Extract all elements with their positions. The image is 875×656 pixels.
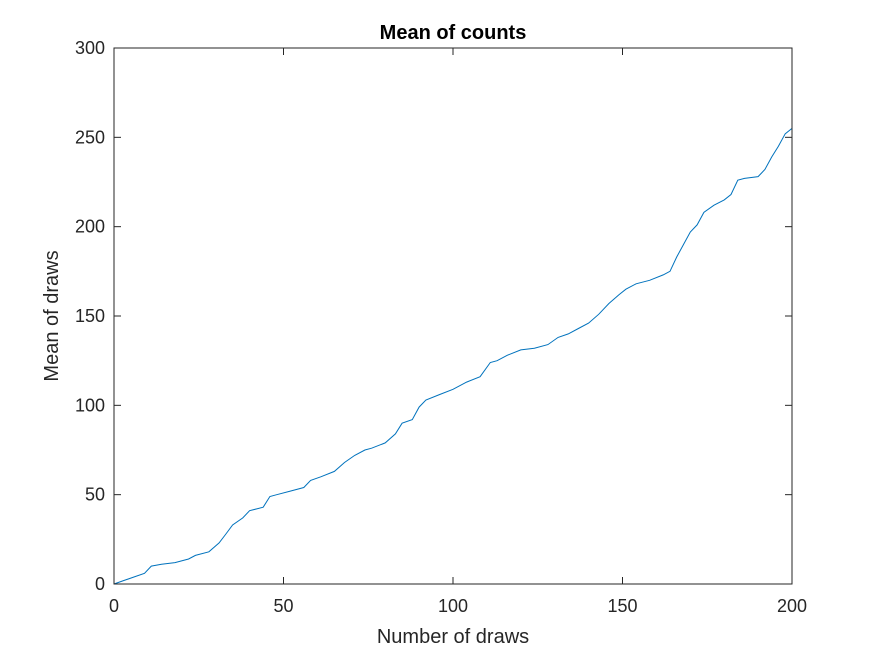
x-tick-label: 100: [438, 596, 468, 616]
y-tick-label: 250: [75, 127, 105, 147]
tick-labels: 0 50 100 150 200 0 50 100 150 200 250 300: [75, 38, 807, 616]
y-tick-label: 100: [75, 395, 105, 415]
x-tick-label: 200: [777, 596, 807, 616]
y-tick-label: 50: [85, 485, 105, 505]
chart-title: Mean of counts: [380, 22, 527, 44]
axes-box: [113, 47, 793, 585]
x-tick-label: 50: [273, 596, 293, 616]
series-line: [113, 128, 793, 585]
plot-area: [114, 48, 792, 584]
y-tick-label: 200: [75, 217, 105, 237]
x-tick-label: 150: [607, 596, 637, 616]
x-tick-label: 0: [109, 596, 119, 616]
y-tick-label: 300: [75, 38, 105, 58]
y-tick-label: 0: [95, 574, 105, 594]
y-axis-label: Mean of draws: [41, 250, 63, 381]
y-tick-label: 150: [75, 306, 105, 326]
x-axis-label: Number of draws: [377, 626, 529, 648]
